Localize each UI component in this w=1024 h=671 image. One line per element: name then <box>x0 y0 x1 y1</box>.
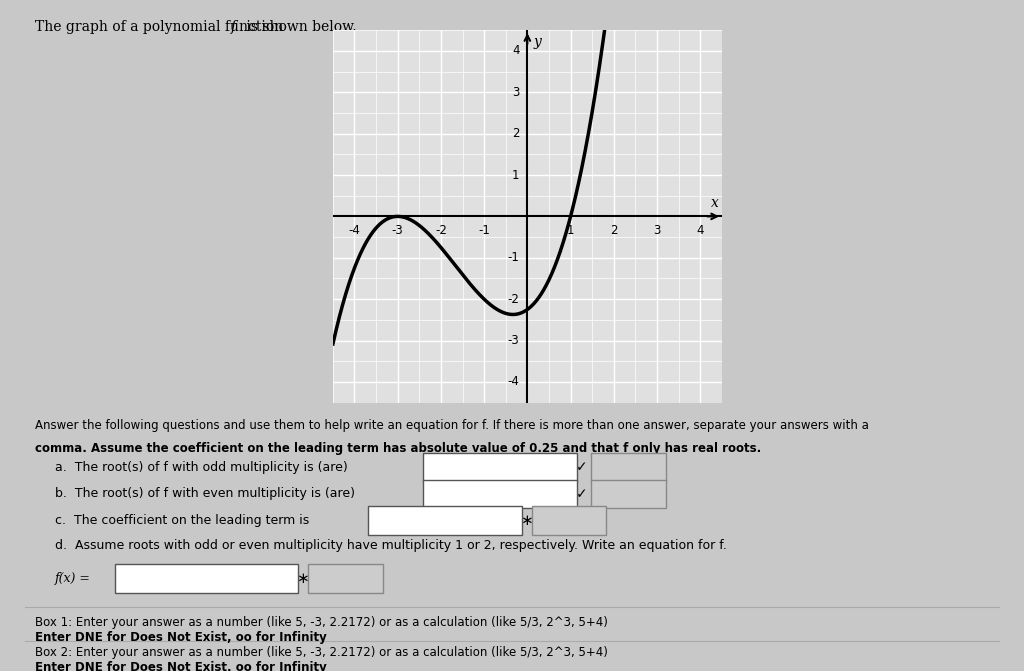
Text: Box 2: Enter your answer as a number (like 5, -3, 2.2172) or as a calculation (l: Box 2: Enter your answer as a number (li… <box>35 646 608 659</box>
Text: f(x) =: f(x) = <box>55 572 91 585</box>
Text: c.  The coefficient on the leading term is: c. The coefficient on the leading term i… <box>55 514 309 527</box>
Text: ∗: ∗ <box>297 571 309 586</box>
Text: Enter DNE for Does Not Exist, oo for Infinity: Enter DNE for Does Not Exist, oo for Inf… <box>35 661 327 671</box>
Text: x: x <box>711 196 719 210</box>
Text: 3: 3 <box>653 224 660 237</box>
Text: a.  The root(s) of f with odd multiplicity is (are): a. The root(s) of f with odd multiplicit… <box>55 461 348 474</box>
Text: 0.25(x+3)^2(x-1): 0.25(x+3)^2(x-1) <box>128 572 232 585</box>
Text: 4: 4 <box>696 224 705 237</box>
FancyBboxPatch shape <box>423 453 577 482</box>
Text: ✓: ✓ <box>575 487 587 501</box>
Text: The graph of a polynomial function: The graph of a polynomial function <box>35 20 288 34</box>
Text: d.  Assume roots with odd or even multiplicity have multiplicity 1 or 2, respect: d. Assume roots with odd or even multipl… <box>55 539 727 552</box>
Text: -1: -1 <box>508 251 519 264</box>
Text: 1: 1 <box>512 168 519 182</box>
Text: Preview: Preview <box>323 572 369 585</box>
Text: Preview: Preview <box>546 514 592 527</box>
FancyBboxPatch shape <box>531 506 606 535</box>
Text: 2: 2 <box>512 127 519 140</box>
Text: Answer the following questions and use them to help write an equation for f. If : Answer the following questions and use t… <box>35 419 869 431</box>
Text: Enter DNE for Does Not Exist, oo for Infinity: Enter DNE for Does Not Exist, oo for Inf… <box>35 631 327 644</box>
Text: -3: -3 <box>508 334 519 347</box>
FancyBboxPatch shape <box>308 564 383 592</box>
FancyBboxPatch shape <box>423 480 577 508</box>
Text: 1: 1 <box>567 224 574 237</box>
Text: -2: -2 <box>435 224 446 237</box>
FancyBboxPatch shape <box>592 453 666 482</box>
Text: -1: -1 <box>478 224 490 237</box>
Text: 0.25: 0.25 <box>381 514 409 527</box>
Text: 3: 3 <box>512 86 519 99</box>
Text: -4: -4 <box>508 375 519 389</box>
Text: -3: -3 <box>435 487 447 501</box>
Text: b.  The root(s) of f with even multiplicity is (are): b. The root(s) of f with even multiplici… <box>55 487 355 501</box>
FancyBboxPatch shape <box>592 480 666 508</box>
FancyBboxPatch shape <box>368 506 522 535</box>
Text: 1: 1 <box>435 461 443 474</box>
Text: is shown below.: is shown below. <box>242 20 356 34</box>
Text: -2: -2 <box>508 293 519 306</box>
Text: Preview: Preview <box>606 461 651 474</box>
FancyBboxPatch shape <box>115 564 298 592</box>
Text: f: f <box>230 20 236 34</box>
Text: comma. Assume the coefficient on the leading term has absolute value of 0.25 and: comma. Assume the coefficient on the lea… <box>35 442 762 455</box>
Text: -4: -4 <box>348 224 360 237</box>
Text: 4: 4 <box>512 44 519 58</box>
Text: ∗: ∗ <box>520 513 532 528</box>
Text: Box 1: Enter your answer as a number (like 5, -3, 2.2172) or as a calculation (l: Box 1: Enter your answer as a number (li… <box>35 616 608 629</box>
Text: y: y <box>534 35 542 49</box>
Text: ✓: ✓ <box>575 460 587 474</box>
Text: -3: -3 <box>392 224 403 237</box>
Text: Preview: Preview <box>606 487 651 501</box>
Text: 2: 2 <box>610 224 617 237</box>
